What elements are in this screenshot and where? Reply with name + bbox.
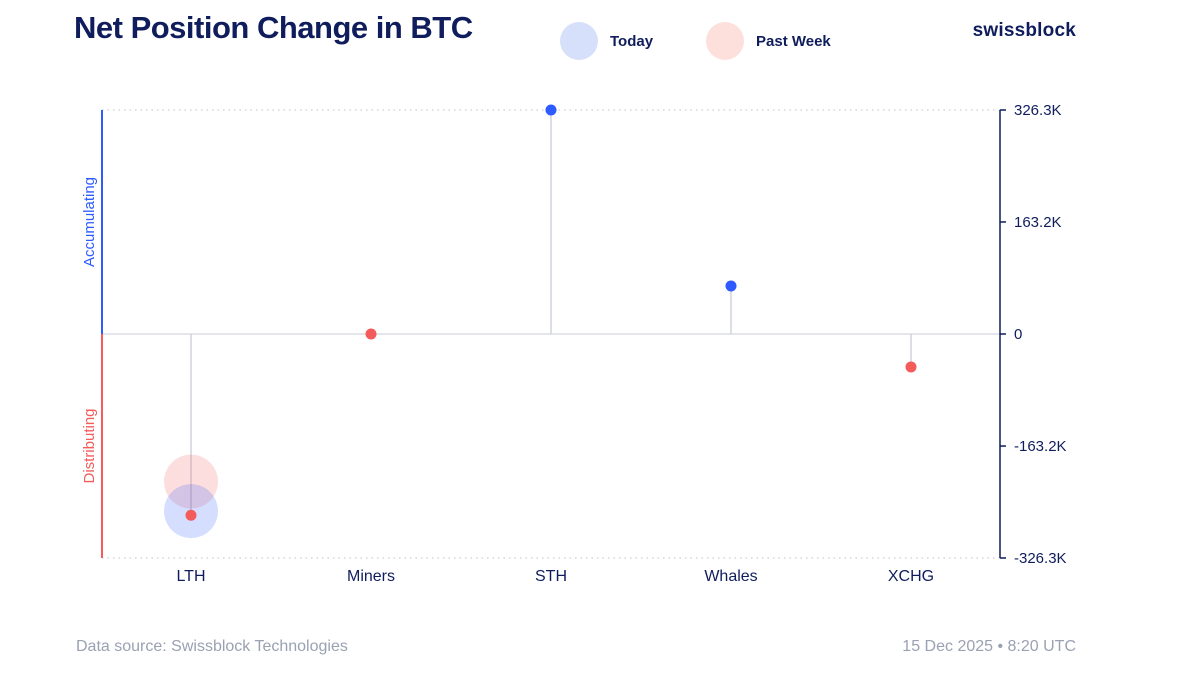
x-tick-label-miners: Miners <box>347 568 395 585</box>
x-tick-label-xchg: XCHG <box>888 568 934 585</box>
point-xchg <box>905 361 917 373</box>
timestamp: 15 Dec 2025 • 8:20 UTC <box>902 638 1076 655</box>
data-source: Data source: Swissblock Technologies <box>76 638 348 655</box>
brand-logo: swissblock <box>972 20 1076 41</box>
point-sth <box>545 104 557 116</box>
legend-today-swatch <box>560 22 598 60</box>
y-tick-label: 326.3K <box>1014 102 1062 119</box>
y-tick-label: -163.2K <box>1014 438 1067 455</box>
x-tick-label-lth: LTH <box>176 568 205 585</box>
point-lth <box>185 509 197 521</box>
side-label-distributing: Distributing <box>81 408 98 483</box>
point-miners <box>365 328 377 340</box>
legend-today: Today <box>560 22 653 60</box>
axis-layer: 326.3K 163.2K 0 -163.2K -326.3K LTH Miners STH W… <box>101 102 1067 585</box>
legend-today-label: Today <box>610 32 654 50</box>
y-tick-label: 163.2K <box>1014 214 1062 231</box>
side-label-accumulating: Accumulating <box>81 177 98 267</box>
y-tick-label: 0 <box>1014 326 1022 343</box>
point-whales <box>725 280 737 292</box>
legend-past-week: Past Week <box>706 22 831 60</box>
x-tick-label-whales: Whales <box>704 568 757 585</box>
legend-past-week-swatch <box>706 22 744 60</box>
stems-layer <box>190 110 912 516</box>
x-tick-label-sth: STH <box>535 568 567 585</box>
bubbles-layer <box>164 454 218 539</box>
points-layer <box>185 104 917 521</box>
legend-past-week-label: Past Week <box>756 32 831 50</box>
bubble-past-week-lth <box>164 454 218 509</box>
y-tick-label: -326.3K <box>1014 550 1067 567</box>
page-title: Net Position Change in BTC <box>74 10 473 45</box>
